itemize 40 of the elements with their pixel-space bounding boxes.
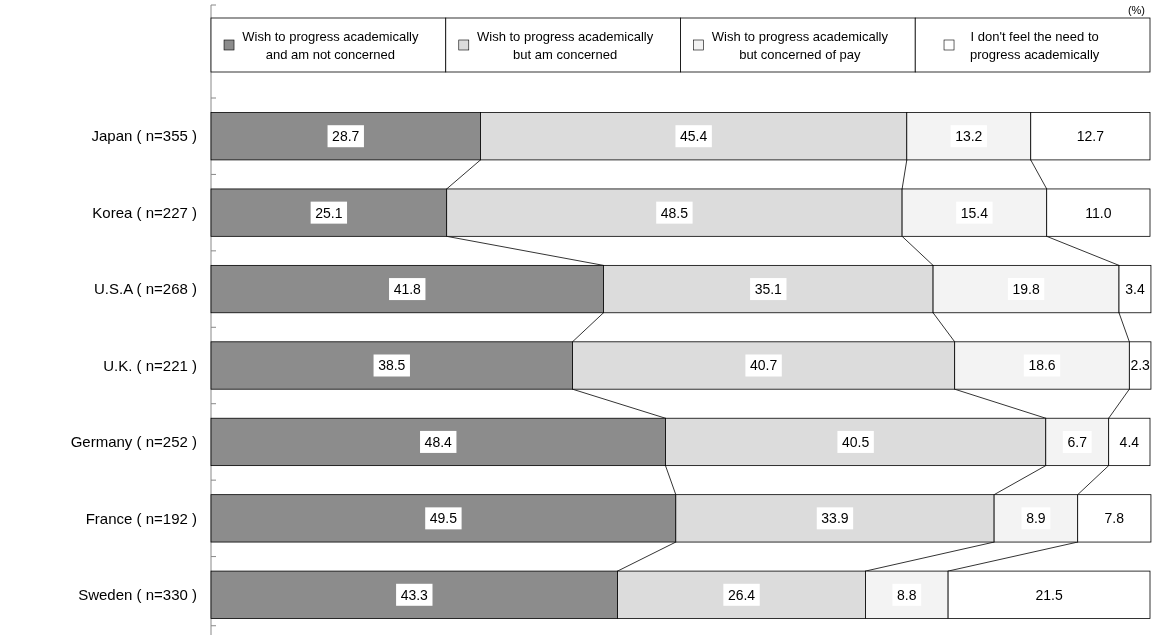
data-label: 6.7 bbox=[1067, 433, 1088, 450]
data-label: 15.4 bbox=[960, 204, 989, 221]
y-tick-label: France ( n=192 ) bbox=[85, 509, 197, 527]
data-label: 4.4 bbox=[1119, 433, 1140, 450]
data-label: 21.5 bbox=[1035, 586, 1063, 603]
data-label: 40.5 bbox=[842, 433, 870, 450]
y-tick-label: Sweden ( n=330 ) bbox=[78, 586, 197, 604]
data-label: 43.3 bbox=[400, 586, 429, 603]
legend-label: Wish to progress academically but concerned of pay bbox=[711, 28, 889, 62]
data-label: 48.4 bbox=[424, 433, 453, 450]
data-label: 8.9 bbox=[1026, 510, 1046, 527]
y-tick-label: Germany ( n=252 ) bbox=[70, 433, 197, 451]
data-label: 7.8 bbox=[1104, 510, 1125, 527]
data-label: 38.5 bbox=[378, 357, 406, 374]
data-label: 48.5 bbox=[660, 204, 689, 221]
data-label: 25.1 bbox=[315, 204, 343, 221]
data-label: 28.7 bbox=[332, 128, 360, 145]
y-tick-label: Japan ( n=355 ) bbox=[91, 127, 197, 145]
y-tick-label: U.S.A ( n=268 ) bbox=[94, 280, 197, 298]
data-label: 49.5 bbox=[429, 510, 458, 527]
data-label: 8.8 bbox=[897, 586, 917, 603]
data-label: 35.1 bbox=[754, 280, 783, 297]
data-label: 11.0 bbox=[1085, 204, 1112, 221]
data-label: 3.4 bbox=[1125, 280, 1145, 297]
data-label: 26.4 bbox=[727, 586, 756, 603]
data-label: 33.9 bbox=[821, 510, 849, 527]
data-label: 19.8 bbox=[1012, 280, 1040, 297]
legend-label: I don't feel the need to progress academically bbox=[969, 28, 1100, 62]
data-label: 2.3 bbox=[1130, 357, 1151, 374]
legend-label: Wish to progress academically and am not concerned bbox=[242, 28, 420, 62]
data-label: 13.2 bbox=[955, 128, 983, 145]
y-tick-label: U.K. ( n=221 ) bbox=[103, 356, 197, 374]
data-label: 40.7 bbox=[749, 357, 778, 374]
text: (%) bbox=[1127, 3, 1145, 16]
data-label: 41.8 bbox=[393, 280, 422, 297]
data-label: 12.7 bbox=[1076, 128, 1105, 145]
data-label: 45.4 bbox=[680, 128, 708, 145]
legend-label: Wish to progress academically but am concerned bbox=[476, 28, 654, 62]
data-label: 18.6 bbox=[1028, 357, 1056, 374]
y-tick-label: Korea ( n=227 ) bbox=[92, 203, 197, 221]
